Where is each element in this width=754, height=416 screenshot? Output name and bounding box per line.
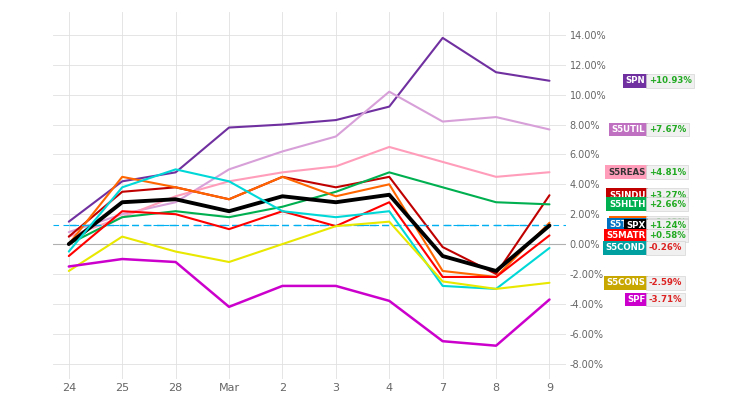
Text: +1.31%: +1.31%: [649, 220, 686, 229]
Text: SPF: SPF: [627, 295, 645, 304]
Text: S5MATR: S5MATR: [606, 231, 645, 240]
Text: SPN: SPN: [626, 76, 645, 85]
Text: S5TELS: S5TELS: [610, 220, 645, 229]
Text: +4.81%: +4.81%: [649, 168, 686, 177]
Text: +1.24%: +1.24%: [649, 221, 686, 230]
Text: +0.58%: +0.58%: [649, 231, 685, 240]
Text: S5CONS: S5CONS: [606, 278, 645, 287]
Text: +2.66%: +2.66%: [649, 200, 686, 209]
Text: S5UTIL: S5UTIL: [611, 125, 645, 134]
Text: +7.67%: +7.67%: [649, 125, 686, 134]
Text: S5INFT: S5INFT: [611, 218, 645, 227]
Text: +10.93%: +10.93%: [649, 76, 691, 85]
Text: S5REAS: S5REAS: [608, 168, 645, 177]
Text: S5INDU: S5INDU: [609, 191, 645, 200]
Text: +3.27%: +3.27%: [649, 191, 686, 200]
Text: S5HLTH: S5HLTH: [609, 200, 645, 209]
Text: SPX: SPX: [626, 221, 645, 230]
Text: -2.59%: -2.59%: [649, 278, 682, 287]
Text: +1.43%: +1.43%: [649, 218, 686, 227]
Text: -0.26%: -0.26%: [649, 243, 682, 253]
Text: S5COND: S5COND: [605, 243, 645, 253]
Text: -3.71%: -3.71%: [649, 295, 682, 304]
